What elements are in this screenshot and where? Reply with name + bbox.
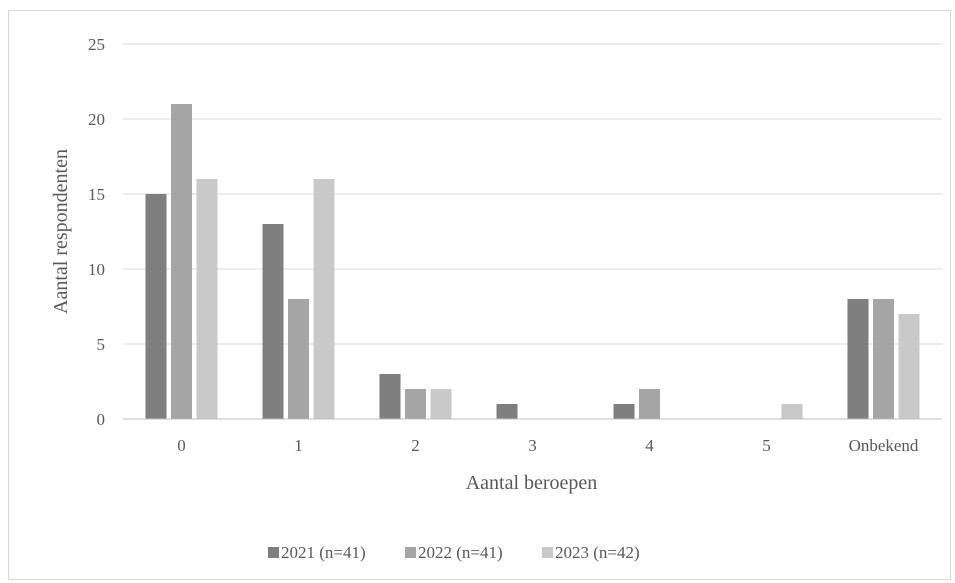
bar-chart: 0 5 10 15 20 25 0 1 2 3 4 5 Onbekend Aantal respond… bbox=[50, 35, 942, 562]
y-axis-title: Aantal respondenten bbox=[50, 149, 72, 314]
x-tick-label: 5 bbox=[762, 436, 771, 455]
bars bbox=[145, 104, 920, 419]
y-tick-label: 5 bbox=[97, 335, 106, 354]
bar bbox=[379, 374, 401, 419]
legend-swatch bbox=[542, 547, 553, 558]
x-tick-label: 3 bbox=[528, 436, 537, 455]
y-tick-label: 20 bbox=[88, 110, 105, 129]
legend-swatch bbox=[268, 547, 279, 558]
bar bbox=[262, 224, 284, 419]
gridlines bbox=[123, 43, 942, 345]
bar bbox=[405, 389, 426, 419]
x-tick-label: 1 bbox=[294, 436, 303, 455]
x-tick-label: 4 bbox=[645, 436, 654, 455]
bar bbox=[873, 299, 894, 419]
bar bbox=[313, 179, 335, 419]
y-tick-label: 0 bbox=[97, 410, 106, 429]
y-axis-ticks: 0 5 10 15 20 25 bbox=[88, 35, 105, 429]
x-tick-label: 2 bbox=[411, 436, 420, 455]
bar bbox=[639, 389, 660, 419]
x-axis-ticks: 0 1 2 3 4 5 Onbekend bbox=[177, 436, 919, 455]
bar bbox=[781, 404, 803, 419]
bar bbox=[145, 194, 167, 419]
bar bbox=[613, 404, 635, 419]
bar bbox=[898, 314, 920, 419]
legend: 2021 (n=41) 2022 (n=41) 2023 (n=42) bbox=[268, 543, 640, 562]
x-axis-title: Aantal beroepen bbox=[466, 472, 598, 494]
bar bbox=[847, 299, 869, 419]
bar bbox=[288, 299, 309, 419]
bar bbox=[196, 179, 218, 419]
y-tick-label: 15 bbox=[88, 185, 105, 204]
legend-label: 2023 (n=42) bbox=[555, 543, 640, 562]
x-tick-label: Onbekend bbox=[849, 436, 919, 455]
legend-label: 2022 (n=41) bbox=[418, 543, 503, 562]
legend-label: 2021 (n=41) bbox=[281, 543, 366, 562]
chart-frame: 0 5 10 15 20 25 0 1 2 3 4 5 Onbekend Aantal respond… bbox=[8, 10, 951, 580]
y-tick-label: 10 bbox=[88, 260, 105, 279]
bar bbox=[171, 104, 192, 419]
bar bbox=[430, 389, 452, 419]
y-tick-label: 25 bbox=[88, 35, 105, 54]
legend-swatch bbox=[405, 547, 416, 558]
bar bbox=[496, 404, 518, 419]
x-tick-label: 0 bbox=[177, 436, 186, 455]
